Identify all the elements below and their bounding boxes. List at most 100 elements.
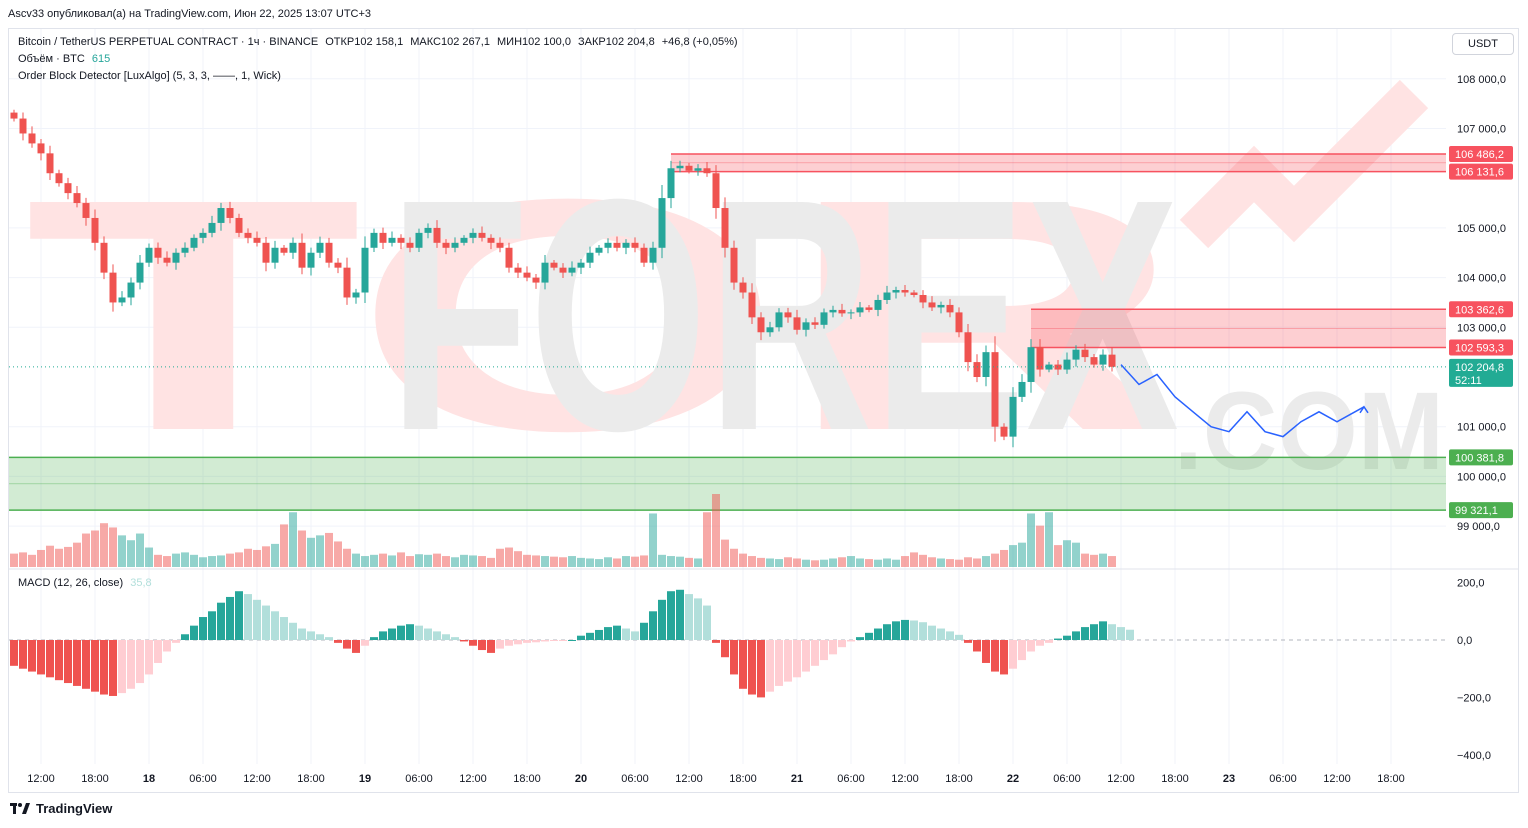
candle (883, 285, 891, 304)
volume-bar (910, 552, 918, 567)
candle (433, 220, 441, 248)
candle (487, 234, 495, 250)
volume-bar (163, 556, 171, 567)
candle (1009, 387, 1017, 448)
macd-bar (397, 625, 405, 640)
open-label: ОТКР (325, 36, 355, 48)
macd-bar (595, 629, 603, 640)
price-axis[interactable]: 108 000,0 107 000,0 105 000,0 104 000,0 103 … (1449, 74, 1513, 762)
candle (838, 303, 846, 317)
macd-bar (145, 640, 153, 675)
volume-bar (28, 554, 36, 567)
countdown-label: 52:11 (1455, 375, 1482, 387)
candle (451, 237, 459, 253)
volume-bar (532, 555, 540, 567)
candle (802, 318, 810, 337)
candle (937, 301, 945, 314)
macd-bar (730, 640, 738, 675)
price-tag: 106 486,2 (1449, 146, 1513, 163)
candle (190, 234, 198, 252)
macd-bar (865, 632, 873, 640)
symbol-name: Bitcoin / TetherUS PERPETUAL CONTRACT · … (18, 36, 319, 48)
volume-bar (181, 552, 189, 567)
volume-bar (82, 533, 90, 567)
candle (982, 345, 990, 387)
time-tick-label: 12:00 (675, 773, 703, 785)
volume-bar (1018, 542, 1026, 567)
symbol-legend[interactable]: Bitcoin / TetherUS PERPETUAL CONTRACT · … (18, 36, 738, 48)
candle (244, 228, 252, 244)
macd-legend[interactable]: MACD (12, 26, close) 35,8 (18, 577, 152, 589)
volume-bar (415, 554, 423, 567)
candle (1027, 339, 1035, 393)
candle (964, 324, 972, 372)
candle (892, 286, 900, 299)
candle (631, 237, 639, 253)
candle (910, 290, 918, 298)
volume-bar (568, 556, 576, 567)
time-tick-label: 18:00 (945, 773, 973, 785)
candle (1072, 345, 1080, 367)
volume-bar (595, 559, 603, 567)
time-axis[interactable]: 12:00 18:00 18 06:00 12:00 18:00 19 06:00 12:00 1… (27, 773, 1405, 785)
volume-bar (307, 537, 315, 567)
volume-bar (1027, 513, 1035, 567)
volume-bar (244, 548, 252, 567)
candle (82, 197, 90, 226)
candle (991, 336, 999, 442)
volume-bar (1054, 545, 1062, 567)
candle (397, 234, 405, 250)
macd-bar (541, 640, 549, 642)
indicator-legend[interactable]: Order Block Detector [LuxAlgo] (5, 3, 3,… (18, 70, 281, 82)
volume-bar (73, 542, 81, 567)
volume-bar (865, 559, 873, 567)
macd-bar (388, 628, 396, 640)
macd-bar (217, 602, 225, 640)
candle (541, 255, 549, 290)
candle (946, 299, 954, 318)
macd-bar (118, 640, 126, 694)
candle (604, 238, 612, 254)
volume-bar (766, 558, 774, 567)
volume-legend[interactable]: Объём · BTC 615 (18, 53, 110, 65)
currency-button[interactable]: USDT (1452, 33, 1514, 55)
candle (424, 223, 432, 239)
candle (478, 226, 486, 242)
candle (505, 242, 513, 273)
candle (325, 237, 333, 268)
time-tick-label: 19 (359, 773, 371, 785)
candle (460, 235, 468, 246)
time-tick-label: 12:00 (27, 773, 55, 785)
macd-bar (172, 640, 180, 643)
candle (667, 160, 675, 209)
macd-bar (883, 624, 891, 640)
macd-bar (847, 640, 855, 642)
volume-bar (406, 556, 414, 567)
macd-bar (829, 640, 837, 655)
volume-bar (1072, 542, 1080, 567)
time-tick-label: 12:00 (1323, 773, 1351, 785)
volume-bar (100, 523, 108, 567)
macd-bar (820, 640, 828, 661)
macd-bar (199, 617, 207, 640)
macd-bar (226, 596, 234, 640)
candle (91, 209, 99, 251)
volume-bar (253, 549, 261, 567)
candle (334, 258, 342, 274)
volume-bar (118, 535, 126, 567)
macd-bar (370, 637, 378, 640)
price-tick-label: 101 000,0 (1457, 422, 1506, 434)
volume-bar (748, 556, 756, 567)
volume-bar (298, 530, 306, 567)
projection-path (9, 364, 1446, 438)
candle (154, 242, 162, 264)
time-tick-label: 18:00 (1377, 773, 1405, 785)
candle (622, 239, 630, 255)
tradingview-logo-icon (10, 803, 30, 814)
macd-bar (982, 640, 990, 663)
volume-bar (946, 559, 954, 567)
time-tick-label: 23 (1223, 773, 1235, 785)
low-label: МИН (497, 36, 523, 48)
volume-bar (667, 556, 675, 567)
